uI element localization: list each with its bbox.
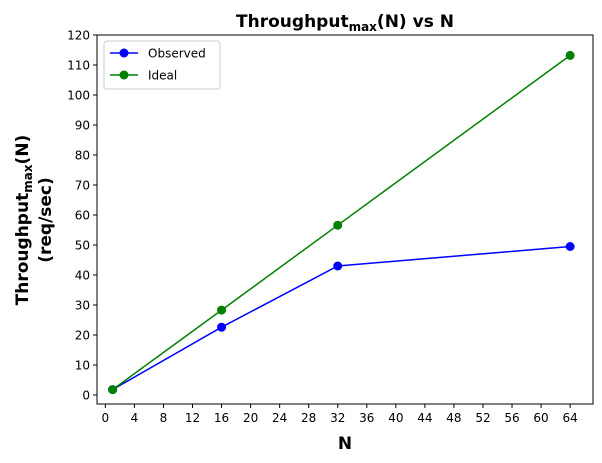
y-tick-label: 30 bbox=[75, 299, 90, 313]
y-tick-label: 120 bbox=[67, 29, 90, 43]
x-tick-label: 44 bbox=[417, 411, 432, 425]
y-tick-label: 70 bbox=[75, 179, 90, 193]
x-tick-label: 28 bbox=[301, 411, 316, 425]
y-tick-label: 60 bbox=[75, 209, 90, 223]
chart-title-subscript: max bbox=[349, 20, 378, 34]
y-tick-label: 0 bbox=[82, 389, 90, 403]
y-tick-label: 90 bbox=[75, 119, 90, 133]
x-tick-label: 12 bbox=[185, 411, 200, 425]
y-tick-label: 110 bbox=[67, 59, 90, 73]
legend-marker-ideal bbox=[119, 70, 129, 80]
data-point-ideal bbox=[333, 220, 343, 230]
x-axis-ticks: 0 4 8 12 16 20 24 28 32 36 40 44 48 52 56 60 64 bbox=[102, 404, 578, 425]
x-tick-label: 48 bbox=[446, 411, 461, 425]
x-tick-label: 16 bbox=[214, 411, 229, 425]
series-line-ideal bbox=[112, 54, 571, 391]
data-point-observed bbox=[217, 322, 227, 332]
x-tick-label: 20 bbox=[243, 411, 258, 425]
series-line-observed bbox=[112, 245, 571, 391]
y-axis-title-line1: Throughputmax(N) bbox=[13, 135, 35, 306]
x-tick-label: 36 bbox=[359, 411, 374, 425]
x-axis-title: N bbox=[338, 434, 352, 454]
x-tick-label: 64 bbox=[562, 411, 577, 425]
data-point-ideal bbox=[108, 385, 118, 395]
chart-title-main: Throughput bbox=[236, 12, 349, 32]
data-point-observed bbox=[565, 242, 575, 251]
y-tick-label: 40 bbox=[75, 269, 90, 283]
data-point-ideal bbox=[217, 305, 227, 315]
x-tick-label: 56 bbox=[504, 411, 519, 425]
x-tick-label: 0 bbox=[102, 411, 110, 425]
legend: Observed Ideal bbox=[103, 40, 221, 90]
y-axis-title-subscript: max bbox=[21, 164, 35, 193]
legend-label-observed: Observed bbox=[148, 47, 206, 61]
x-tick-label: 52 bbox=[475, 411, 490, 425]
x-tick-label: 40 bbox=[388, 411, 403, 425]
x-tick-label: 60 bbox=[533, 411, 548, 425]
x-tick-label: 24 bbox=[272, 411, 287, 425]
x-tick-label: 32 bbox=[330, 411, 345, 425]
x-tick-label: 4 bbox=[131, 411, 139, 425]
data-point-ideal bbox=[565, 50, 575, 60]
legend-label-ideal: Ideal bbox=[148, 69, 177, 83]
x-tick-label: 8 bbox=[160, 411, 168, 425]
y-tick-label: 20 bbox=[75, 329, 90, 343]
y-tick-label: 10 bbox=[75, 359, 90, 373]
y-axis-title-rest: (N) bbox=[13, 135, 33, 165]
y-axis-title-line2: (req/sec) bbox=[36, 177, 56, 263]
y-tick-label: 50 bbox=[75, 239, 90, 253]
chart-title: Throughputmax(N) vs N bbox=[236, 12, 454, 34]
series-layer bbox=[108, 50, 575, 395]
legend-marker-observed bbox=[119, 48, 129, 58]
data-point-observed bbox=[333, 261, 343, 271]
y-axis-ticks: 0 10 20 30 40 50 60 70 80 90 100 110 120 bbox=[67, 29, 97, 403]
plot-frame bbox=[96, 34, 594, 405]
y-tick-label: 80 bbox=[75, 149, 90, 163]
y-tick-label: 100 bbox=[67, 89, 90, 103]
chart-title-rest: (N) vs N bbox=[377, 12, 454, 32]
y-axis-title-main: Throughput bbox=[13, 193, 33, 306]
